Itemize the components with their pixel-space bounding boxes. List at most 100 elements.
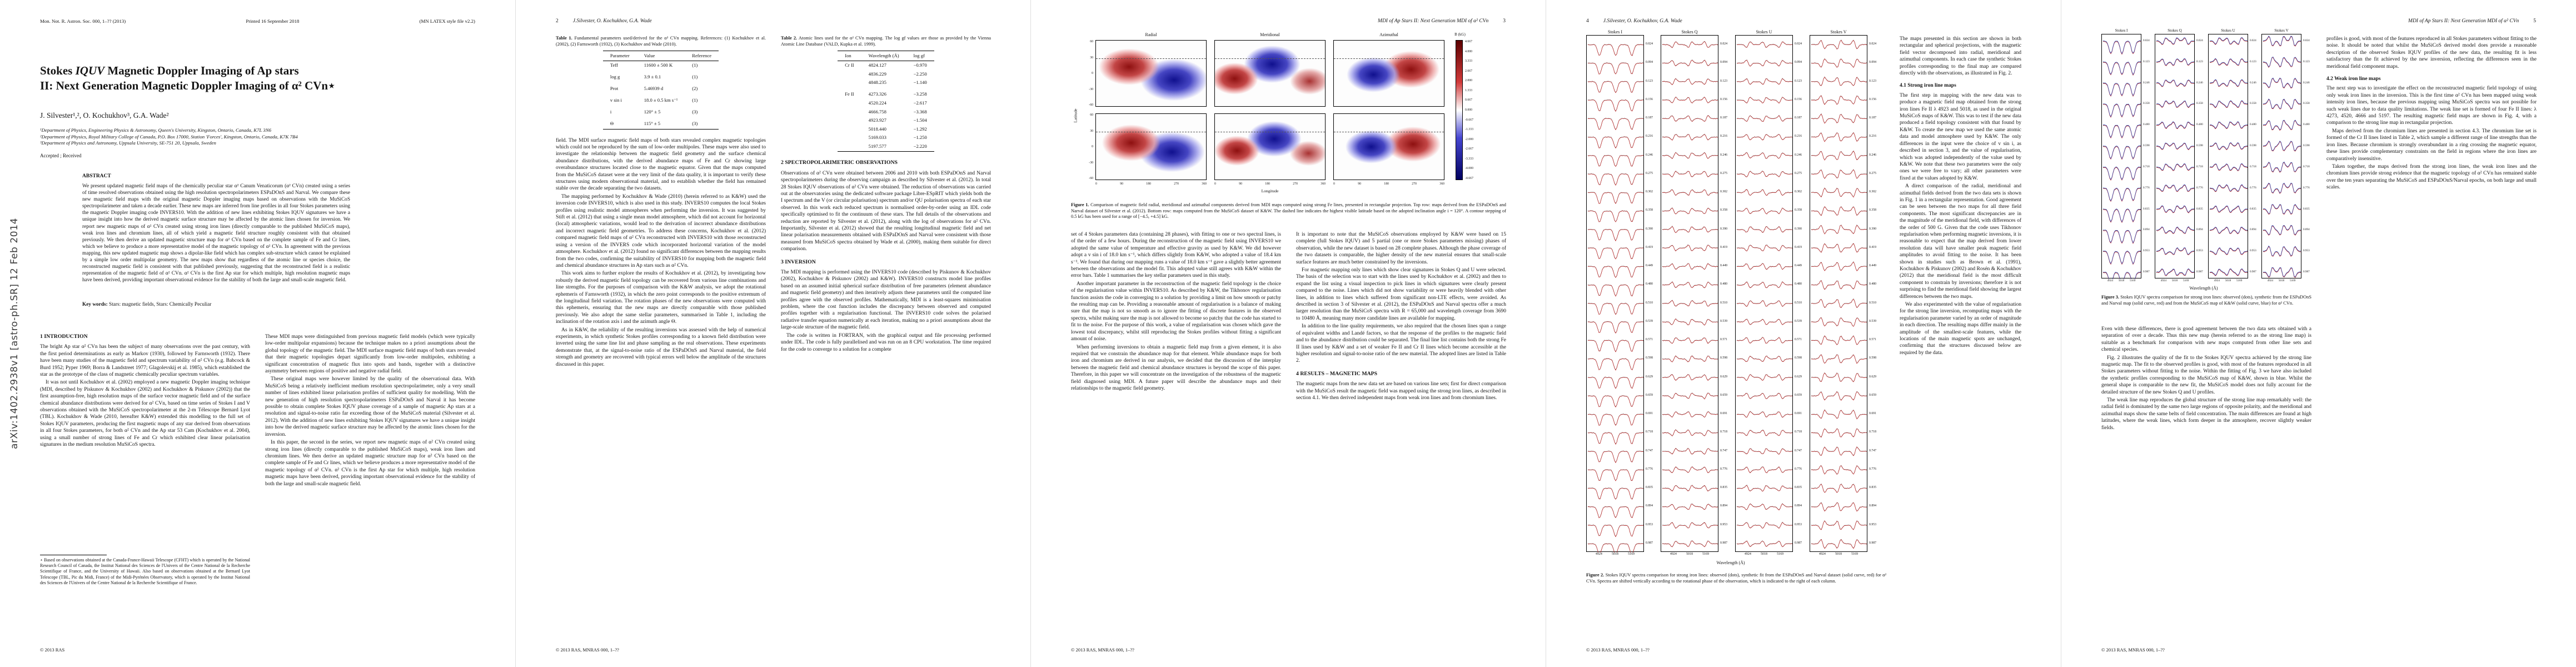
phase-label: 0.894 [1646,504,1653,508]
phase-label: 0.024 [1795,42,1802,46]
stokes-profile [2210,268,2248,276]
table-cell: 4273.326 [868,91,886,97]
stokes-profile [2156,37,2195,44]
phase-label: 0.776 [2196,186,2203,190]
stokes-profile [2209,184,2248,192]
stokes-profile [1736,263,1793,270]
page-number: 2 [556,18,559,24]
stokes-profile [1662,263,1718,270]
stokes-profile [1662,78,1718,86]
stokes-profile [2156,227,2194,235]
colorbar-tick-label: 2.000 [1465,79,1473,83]
paragraph: The MDI mapping is performed using the I… [781,270,991,331]
phase-label: 0.480 [1795,282,1802,286]
page2-left-text: field. The MDI surface magnetic field ma… [556,137,766,368]
table-cell: −1.140 [913,79,927,86]
phase-label: 0.419 [1795,245,1802,249]
phase-label: 0.776 [2303,186,2310,190]
stokes-profile [1737,78,1792,85]
phase-label: 0.987 [2250,270,2256,273]
section-heading: 1 INTRODUCTION [40,334,88,340]
running-title: MDI of Ap Stars II: Next Generation MDI … [1378,18,1489,24]
phase-label: 0.987 [2303,270,2310,273]
colorbar [1456,40,1463,180]
page2-left-column: Table 1. Fundamental parameters used/der… [556,36,766,634]
stokes-profiles-svg [1662,41,1718,547]
phase-label: 0.275 [1720,171,1728,175]
stokes-profile [1736,485,1793,492]
stokes-profile [1736,134,1793,141]
stokes-profile [2156,58,2195,66]
stokes-profile [1662,504,1718,510]
stokes-profile [1587,136,1644,149]
author-list: J. Silvester¹,², O. Kochukhov³, G.A. Wad… [40,111,169,120]
phase-label: 0.358 [2196,102,2203,106]
table-cell: (1) [692,62,698,68]
x-tick-label: 5169 [1851,552,1858,556]
stokes-profile [1736,374,1793,381]
table-cell [838,78,861,87]
x-tick-label: 360 [1202,182,1207,186]
paragraph: As in K&W, the reliability of the result… [556,327,766,367]
panel-title: Stokes I [1608,29,1622,34]
style-file-note: (MN LATEX style file v2.2) [419,18,475,24]
stokes-profile [1587,340,1644,352]
stokes-profile [1662,189,1718,196]
phase-label: 0.246 [2143,81,2150,84]
table-cell: (3) [692,109,698,115]
stokes-panel-plot [2155,34,2195,278]
accepted-received-line: Accepted ; Received [40,153,82,158]
x-tick-label: 180 [1146,182,1151,186]
stokes-profile [2263,162,2301,173]
wavelength-ticks: 4924 5018 5169 [2208,279,2248,284]
stokes-profile [1587,451,1644,464]
phase-label: 0.835 [2143,207,2150,211]
phase-label: 0.123 [2143,59,2150,63]
paragraph: profiles is good, with most of the featu… [2326,36,2537,69]
phase-label: 0.390 [1720,227,1728,231]
phase-label: 0.718 [2303,165,2310,168]
phase-label: 0.953 [1720,522,1728,526]
stokes-profile [2156,164,2195,171]
stokes-profile [2263,268,2301,278]
keywords-line: Key words: Stars: magnetic fields, Stars… [82,301,350,308]
phase-label: 0.480 [1720,282,1728,286]
phase-label: 0.598 [1720,356,1728,360]
stokes-panel: Stokes Q 0.024 0.094 0.123 0.156 0.187 0.216 0.… [1661,29,1733,558]
column-title-radial: Radial [1145,32,1157,37]
phase-label: 0.598 [1795,356,1802,360]
panel-title: Stokes V [2274,28,2289,33]
phase-label: 0.691 [1869,412,1877,416]
stokes-profile [2156,185,2195,192]
phase-label: 0.835 [1795,486,1802,490]
map-radial-new [1095,40,1207,107]
stokes-profile [1736,115,1793,122]
phase-label: 0.953 [1795,522,1802,526]
panel-title: Stokes Q [1681,29,1698,34]
paragraph: set of 4 Stokes parameters data (contain… [1071,232,1281,279]
stokes-profile [2209,58,2248,66]
stokes-profile [1587,414,1644,426]
paragraph: A direct comparison of the radial, merid… [1900,183,2021,300]
table-cell: 5197.577 [861,142,906,152]
stokes-panel-plot [2208,34,2248,278]
figure-2-caption-label: Figure 2. [1586,573,1605,578]
stokes-profile [2210,100,2248,108]
x-tick-label: 90 [1358,182,1361,186]
stokes-profile [1587,450,1644,463]
colorbar-tick-label: -4.667 [1465,176,1473,180]
phase-label: 0.246 [1795,153,1802,157]
wavelength-ticks: 4924 5018 5169 [1586,552,1644,558]
stokes-profile [2210,79,2248,87]
phase-label: 0.776 [1869,467,1877,471]
wavelength-ticks: 4924 5018 5169 [2261,279,2301,284]
phase-label: 0.629 [1720,375,1728,379]
stokes-profile [2209,122,2248,130]
paragraph: The bright Ap star α² CVn has been the s… [40,344,250,378]
x-tick-label: 5169 [1777,552,1784,556]
phase-label: 0.598 [2196,144,2203,148]
stokes-profile [2209,247,2248,255]
table-row: 4923.927 −1.504 [838,116,934,125]
stokes-profile [1736,393,1793,400]
stokes-profile [2209,247,2248,255]
